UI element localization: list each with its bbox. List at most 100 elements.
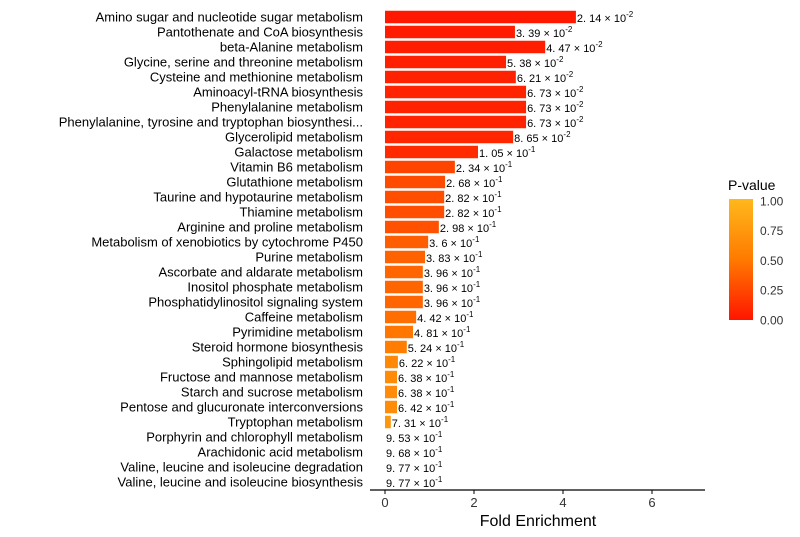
p-value-label: 9. 77 × 10-1 bbox=[386, 460, 443, 475]
category-label: Valine, leucine and isoleucine degradati… bbox=[120, 460, 363, 475]
p-value-label: 4. 81 × 10-1 bbox=[414, 325, 471, 340]
category-labels: Amino sugar and nucleotide sugar metabol… bbox=[59, 10, 364, 490]
category-label: Inositol phosphate metabolism bbox=[187, 280, 363, 295]
category-label: Sphingolipid metabolism bbox=[222, 355, 363, 370]
category-label: Amino sugar and nucleotide sugar metabol… bbox=[96, 10, 363, 25]
bar bbox=[385, 265, 423, 279]
category-label: Pantothenate and CoA biosynthesis bbox=[157, 25, 363, 40]
legend-colorbar bbox=[729, 199, 753, 320]
category-label: Pentose and glucuronate interconversions bbox=[120, 400, 363, 415]
p-value-label: 2. 14 × 10-2 bbox=[577, 10, 634, 25]
p-value-label: 9. 53 × 10-1 bbox=[386, 430, 443, 445]
category-label: Ascorbate and aldarate metabolism bbox=[158, 265, 363, 280]
p-value-label: 2. 82 × 10-1 bbox=[445, 190, 502, 205]
category-label: Metabolism of xenobiotics by cytochrome … bbox=[91, 235, 363, 250]
legend-tick-label: 0.50 bbox=[760, 254, 784, 268]
p-value-label: 6. 73 × 10-2 bbox=[527, 100, 584, 115]
bar bbox=[385, 55, 507, 69]
p-value-label: 7. 31 × 10-1 bbox=[392, 415, 449, 430]
bar bbox=[385, 280, 423, 294]
p-value-label: 2. 82 × 10-1 bbox=[445, 205, 502, 220]
bar bbox=[385, 100, 527, 114]
x-tick-label: 6 bbox=[648, 495, 655, 510]
p-value-label: 3. 96 × 10-1 bbox=[424, 265, 481, 280]
category-label: Starch and sucrose metabolism bbox=[181, 385, 363, 400]
bar bbox=[385, 370, 398, 384]
p-value-label: 8. 65 × 10-2 bbox=[514, 130, 571, 145]
p-value-label: 6. 73 × 10-2 bbox=[527, 115, 584, 130]
bar bbox=[385, 400, 398, 414]
p-value-label: 4. 47 × 10-2 bbox=[546, 40, 603, 55]
bar bbox=[385, 145, 479, 159]
bar bbox=[385, 190, 445, 204]
category-label: Cysteine and methionine metabolism bbox=[150, 70, 363, 85]
category-label: Valine, leucine and isoleucine biosynthe… bbox=[118, 475, 364, 490]
category-label: Glycerolipid metabolism bbox=[225, 130, 363, 145]
legend-tick-label: 0.75 bbox=[760, 224, 784, 238]
category-label: Tryptophan metabolism bbox=[228, 415, 363, 430]
category-label: Steroid hormone biosynthesis bbox=[192, 340, 364, 355]
p-value-label: 6. 73 × 10-2 bbox=[527, 85, 584, 100]
bar bbox=[385, 10, 576, 24]
category-label: Taurine and hypotaurine metabolism bbox=[153, 190, 363, 205]
category-label: Pyrimidine metabolism bbox=[232, 325, 363, 340]
category-label: Glutathione metabolism bbox=[226, 175, 363, 190]
category-label: Arginine and proline metabolism bbox=[177, 220, 363, 235]
legend-tick-label: 1.00 bbox=[760, 195, 784, 209]
p-value-label: 2. 34 × 10-1 bbox=[456, 160, 513, 175]
p-value-label: 6. 21 × 10-2 bbox=[517, 70, 574, 85]
category-label: Phenylalanine, tyrosine and tryptophan b… bbox=[59, 115, 363, 130]
x-tick-label: 4 bbox=[559, 495, 566, 510]
bar bbox=[385, 325, 414, 339]
bar bbox=[385, 220, 439, 234]
p-value-label: 2. 68 × 10-1 bbox=[446, 175, 503, 190]
x-axis-title: Fold Enrichment bbox=[480, 513, 597, 530]
bar bbox=[385, 310, 417, 324]
bar bbox=[385, 130, 514, 144]
p-value-label: 5. 24 × 10-1 bbox=[408, 340, 465, 355]
category-label: Arachidonic acid metabolism bbox=[198, 445, 363, 460]
bar bbox=[385, 295, 423, 309]
p-value-label: 3. 6 × 10-1 bbox=[429, 235, 480, 250]
bar bbox=[385, 160, 455, 174]
category-label: Phosphatidylinositol signaling system bbox=[148, 295, 363, 310]
category-label: Purine metabolism bbox=[255, 250, 363, 265]
bar bbox=[385, 340, 407, 354]
bar bbox=[385, 70, 516, 84]
category-label: Galactose metabolism bbox=[234, 145, 363, 160]
bar bbox=[385, 235, 429, 249]
bar bbox=[385, 385, 398, 399]
bar bbox=[385, 175, 446, 189]
legend-tick-label: 0.25 bbox=[760, 284, 784, 298]
bar bbox=[385, 25, 515, 39]
p-value-label: 6. 42 × 10-1 bbox=[398, 400, 455, 415]
category-label: Porphyrin and chlorophyll metabolism bbox=[146, 430, 363, 445]
category-label: Glycine, serine and threonine metabolism bbox=[124, 55, 363, 70]
category-label: beta-Alanine metabolism bbox=[220, 40, 363, 55]
x-tick-label: 2 bbox=[470, 495, 477, 510]
p-value-label: 6. 22 × 10-1 bbox=[399, 355, 456, 370]
p-value-label: 6. 38 × 10-1 bbox=[398, 385, 455, 400]
color-legend: P-value 1.00 0.75 0.50 0.25 0.00 bbox=[728, 177, 784, 327]
bar bbox=[385, 415, 391, 429]
bar bbox=[385, 40, 546, 54]
p-value-label: 4. 42 × 10-1 bbox=[417, 310, 474, 325]
category-label: Vitamin B6 metabolism bbox=[230, 160, 363, 175]
category-label: Phenylalanine metabolism bbox=[211, 100, 363, 115]
p-value-labels: 2. 14 × 10-2 3. 39 × 10-24. 47 × 10-25. 3… bbox=[386, 10, 634, 490]
category-label: Aminoacyl-tRNA biosynthesis bbox=[193, 85, 363, 100]
bar bbox=[385, 355, 398, 369]
bar bbox=[385, 205, 445, 219]
bar bbox=[385, 85, 527, 99]
bars bbox=[385, 10, 576, 429]
p-value-label: 5. 38 × 10-2 bbox=[507, 55, 564, 70]
x-tick-label: 0 bbox=[381, 495, 388, 510]
p-value-label: 6. 38 × 10-1 bbox=[398, 370, 455, 385]
p-value-label: 3. 39 × 10-2 bbox=[516, 25, 573, 40]
p-value-label: 3. 83 × 10-1 bbox=[426, 250, 483, 265]
p-value-label: 9. 68 × 10-1 bbox=[386, 445, 443, 460]
bar bbox=[385, 250, 426, 264]
bar bbox=[385, 115, 527, 129]
p-value-label: 3. 96 × 10-1 bbox=[424, 295, 481, 310]
